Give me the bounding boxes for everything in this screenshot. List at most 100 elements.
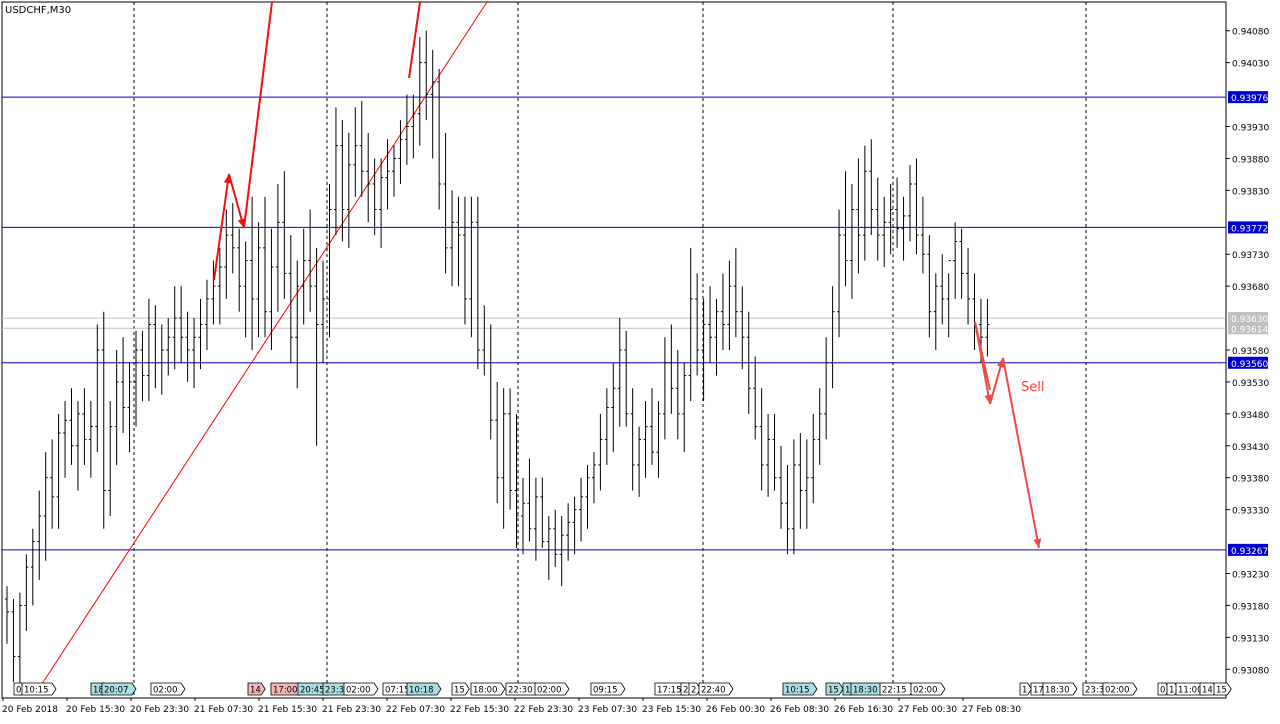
ohlc-bar: [204, 279, 209, 350]
event-tag[interactable]: 10:15: [782, 682, 818, 696]
price-tick-label: 0.93330: [1232, 507, 1269, 517]
ohlc-bar: [166, 318, 171, 376]
time-tick-label: 23 Feb 15:30: [642, 705, 701, 715]
svg-text:0: 0: [16, 686, 21, 696]
trendline[interactable]: [37, 1, 488, 691]
ohlc-bar: [56, 413, 61, 529]
time-axis: 20 Feb 2018 20 Feb 15:30 20 Feb 23:30 21 Fe…: [2, 698, 1021, 715]
ohlc-bar: [333, 107, 338, 236]
ohlc-bar: [263, 196, 267, 338]
event-tag[interactable]: 15: [451, 682, 470, 696]
zigzag-leg[interactable]: [243, 1, 273, 229]
ohlc-bar: [69, 388, 74, 465]
svg-text:23:3: 23:3: [1085, 686, 1104, 696]
projection-arrow-target[interactable]: [1002, 357, 1042, 549]
ohlc-bar: [482, 305, 487, 376]
ohlc-bar: [688, 247, 693, 402]
ohlc-bar: [385, 139, 390, 210]
ohlc-bar: [314, 247, 319, 446]
ohlc-bar: [37, 490, 42, 580]
event-tag[interactable]: 18:30: [1042, 682, 1078, 696]
event-tag[interactable]: 18:00: [470, 682, 506, 696]
ohlc-bar: [824, 337, 829, 440]
svg-text:23:3: 23:3: [325, 686, 344, 696]
price-tick-label: 0.93930: [1232, 124, 1269, 134]
ohlc-bar: [230, 203, 235, 274]
ohlc-bar: [643, 401, 648, 478]
ohlc-bar: [869, 139, 874, 236]
event-tag[interactable]: 02:00: [534, 682, 570, 696]
time-tick-label: 27 Feb 08:30: [962, 705, 1021, 715]
ohlc-bar: [559, 516, 564, 587]
time-tick-label: 23 Feb 07:30: [578, 705, 637, 715]
event-tag[interactable]: 02:00: [150, 682, 186, 696]
ohlc-bar: [327, 183, 332, 338]
zigzag-leg[interactable]: [408, 1, 421, 79]
ohlc-bar: [798, 433, 803, 529]
ohlc-bar: [882, 196, 887, 267]
event-tag[interactable]: 1: [1019, 682, 1033, 696]
event-tag[interactable]: 02:00: [910, 682, 946, 696]
ohlc-bar: [404, 94, 409, 165]
event-tag[interactable]: 10:15: [21, 682, 57, 696]
event-tag[interactable]: 22:40: [698, 682, 734, 696]
event-tag[interactable]: 14: [247, 682, 266, 696]
ohlc-bar: [392, 145, 396, 197]
event-tag[interactable]: 15: [1213, 682, 1232, 696]
price-bars: [5, 30, 990, 689]
event-tag[interactable]: 15: [825, 682, 844, 696]
svg-text:14: 14: [1202, 686, 1213, 696]
svg-text:02:00: 02:00: [913, 686, 938, 696]
event-tag[interactable]: 02:00: [1102, 682, 1138, 696]
level-price-label: 0.93772: [1228, 221, 1268, 234]
ohlc-bar: [469, 196, 474, 338]
ohlc-bar: [650, 388, 654, 465]
ohlc-bar: [811, 413, 816, 504]
svg-text:14: 14: [250, 686, 261, 696]
event-tag[interactable]: 10:18: [406, 682, 442, 696]
price-tick-label: 0.94030: [1232, 60, 1269, 70]
svg-text:15: 15: [1216, 686, 1227, 696]
ohlc-bar: [353, 107, 358, 197]
svg-text:09:15: 09:15: [593, 686, 618, 696]
price-tick-label: 0.93580: [1232, 347, 1269, 357]
svg-text:10:15: 10:15: [24, 686, 49, 696]
svg-text:0.93976: 0.93976: [1231, 94, 1268, 104]
time-tick-label: 21 Feb 07:30: [194, 705, 253, 715]
ohlc-bar: [172, 286, 177, 370]
event-tag[interactable]: 02:00: [343, 682, 379, 696]
event-tag[interactable]: 20:07: [101, 682, 137, 696]
ohlc-bar: [424, 30, 429, 121]
ohlc-bar: [662, 337, 667, 440]
ohlc-bar: [430, 49, 435, 159]
ohlc-bar: [611, 362, 616, 453]
ohlc-bar: [895, 177, 900, 248]
svg-text:1: 1: [1022, 686, 1027, 696]
svg-text:02:00: 02:00: [1105, 686, 1130, 696]
svg-text:18: 18: [93, 686, 104, 696]
ohlc-bar: [572, 496, 577, 555]
svg-text:0.93267: 0.93267: [1231, 547, 1268, 557]
time-tick-label: 22 Feb 23:30: [514, 705, 573, 715]
time-tick-label: 20 Feb 15:30: [66, 705, 125, 715]
zigzag-arrow-up[interactable]: [213, 173, 232, 281]
svg-text:22:40: 22:40: [701, 686, 726, 696]
ohlc-bar: [63, 401, 68, 478]
ohlc-bar: [746, 311, 751, 414]
time-tick-label: 26 Feb 00:30: [706, 705, 765, 715]
time-tick-label: 21 Feb 23:30: [322, 705, 381, 715]
svg-text:2: 2: [691, 686, 696, 696]
ohlc-bar: [224, 209, 229, 299]
ohlc-bar: [243, 241, 248, 338]
ohlc-bar: [766, 413, 771, 497]
ohlc-bar: [682, 362, 687, 453]
level-price-label: 0.93267: [1228, 543, 1268, 557]
event-tag[interactable]: 09:15: [590, 682, 626, 696]
svg-text:18:30: 18:30: [1045, 686, 1070, 696]
price-tick-label: 0.93080: [1232, 666, 1269, 676]
price-tick-label: 0.93880: [1232, 155, 1269, 165]
time-tick-label: 22 Feb 07:30: [386, 705, 445, 715]
event-tag[interactable]: 22:15: [879, 682, 915, 696]
